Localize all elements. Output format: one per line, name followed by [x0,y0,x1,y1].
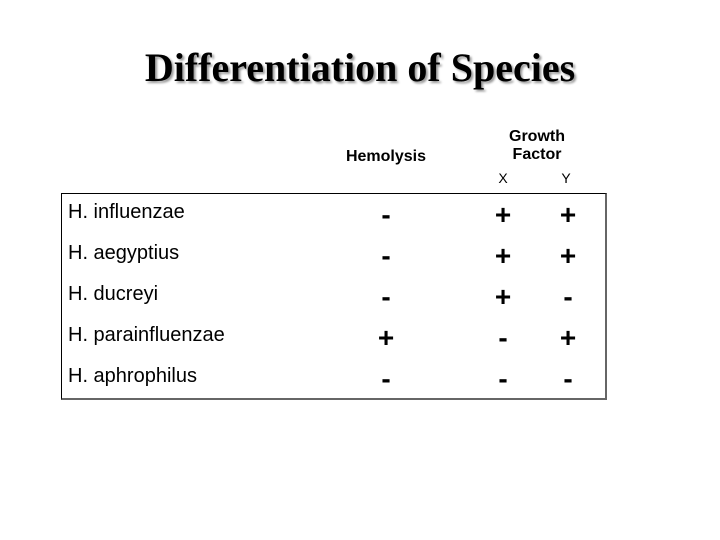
result-cell: + [494,240,512,271]
column-header: Hemolysis [345,148,427,165]
species-name: H. influenzae [68,201,185,223]
species-name: H. parainfluenzae [68,324,225,346]
sub-header: Y [561,170,571,186]
species-name: H. aphrophilus [68,365,197,387]
result-cell: - [498,363,508,394]
species-name: H. ducreyi [68,283,159,305]
result-cell: - [381,240,391,271]
result-cell: + [559,322,577,353]
result-cell: + [559,240,577,271]
result-cell: + [559,199,577,230]
result-cell: + [377,322,395,353]
result-cell: - [381,363,391,394]
result-cell: + [494,281,512,312]
result-cell: + [494,199,512,230]
column-header: Growth Factor [509,128,565,163]
species-name: H. aegyptius [68,242,180,264]
result-cell: - [563,363,573,394]
sub-header: X [498,170,508,186]
slide-title: Differentiation of Species [144,45,576,90]
result-cell: - [498,322,508,353]
result-cell: - [563,281,573,312]
result-cell: - [381,281,391,312]
table-frame [61,193,607,400]
result-cell: - [381,199,391,230]
